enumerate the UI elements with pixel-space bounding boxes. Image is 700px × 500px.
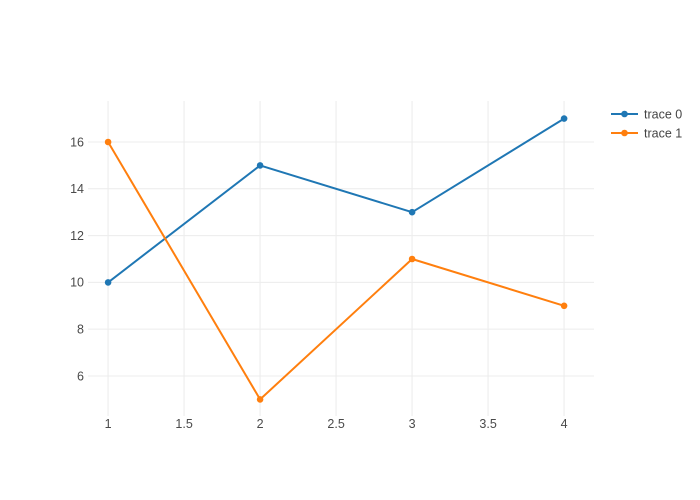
legend-label: trace 1 bbox=[644, 126, 682, 140]
legend-label: trace 0 bbox=[644, 107, 682, 121]
trace-line bbox=[107, 117, 566, 284]
x-tick-label: 2 bbox=[257, 417, 264, 431]
y-tick-label: 8 bbox=[77, 323, 84, 337]
y-tick-label: 14 bbox=[70, 182, 84, 196]
legend-marker-sample bbox=[621, 110, 628, 118]
x-tick-label: 3 bbox=[409, 417, 416, 431]
data-point[interactable] bbox=[256, 162, 264, 169]
data-point[interactable] bbox=[408, 255, 416, 263]
data-point[interactable] bbox=[408, 208, 416, 216]
x-tick-label: 4 bbox=[561, 417, 568, 431]
y-tick-label: 10 bbox=[70, 276, 84, 290]
y-tick-label: 6 bbox=[77, 369, 84, 383]
data-point[interactable] bbox=[256, 396, 264, 403]
y-tick-label: 16 bbox=[70, 135, 84, 149]
legend-marker-sample bbox=[621, 129, 628, 137]
legend-item-trace-1[interactable]: trace 1 bbox=[611, 126, 682, 140]
data-point[interactable] bbox=[560, 115, 568, 122]
x-tick-label: 2.5 bbox=[327, 417, 344, 431]
x-tick-label: 3.5 bbox=[479, 417, 496, 431]
data-point[interactable] bbox=[104, 138, 112, 146]
series-trace-0 bbox=[104, 115, 568, 286]
x-tick-label: 1 bbox=[105, 417, 112, 431]
legend-item-trace-0[interactable]: trace 0 bbox=[611, 107, 682, 121]
x-tick-label: 1.5 bbox=[175, 417, 192, 431]
series-trace-1 bbox=[104, 138, 568, 403]
data-point[interactable] bbox=[560, 302, 568, 310]
y-tick-label: 12 bbox=[70, 229, 84, 243]
trace-line bbox=[107, 141, 566, 401]
data-point[interactable] bbox=[104, 279, 112, 286]
